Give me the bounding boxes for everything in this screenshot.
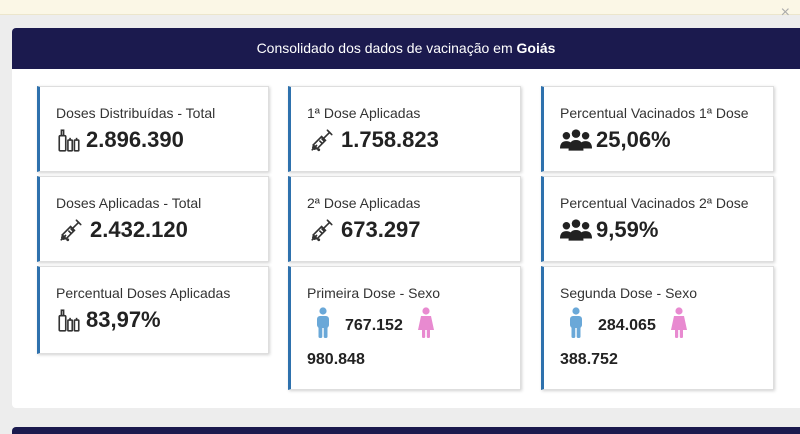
card-doses-distribuidas: Doses Distribuídas - Total 2.896.390 <box>37 86 269 172</box>
people-group-icon <box>560 127 592 153</box>
card-primeira-dose: 1ª Dose Aplicadas 1.758.823 <box>288 86 521 172</box>
percentual-1a-value: 25,06% <box>596 127 671 152</box>
sex-row: 284.065 <box>568 307 688 344</box>
card-value: 2.896.390 <box>56 127 184 153</box>
percentual-aplicadas-value: 83,97% <box>86 307 161 332</box>
card-title: Primeira Dose - Sexo <box>307 285 441 301</box>
card-doses-aplicadas: Doses Aplicadas - Total 2.432.120 <box>37 176 269 262</box>
notification-bar <box>0 0 800 15</box>
card-segunda-dose: 2ª Dose Aplicadas 673.297 <box>288 176 521 262</box>
close-icon[interactable]: × <box>780 4 790 21</box>
card-value: 25,06% <box>560 127 671 153</box>
vial-icon <box>56 307 82 333</box>
next-panel-header <box>12 427 800 434</box>
header-title-state: Goiás <box>516 40 556 56</box>
card-title: Doses Aplicadas - Total <box>56 195 202 211</box>
card-title: 1ª Dose Aplicadas <box>307 105 421 121</box>
male-icon <box>315 307 331 344</box>
syringe-icon <box>307 217 337 243</box>
card-percentual-aplicadas: Percentual Doses Aplicadas 83,97% <box>37 266 269 354</box>
card-value: 83,97% <box>56 307 161 333</box>
card-title: Percentual Vacinados 1ª Dose <box>560 105 749 121</box>
header-title-prefix: Consolidado dos dados de vacinação em <box>256 40 517 56</box>
segunda-dose-value: 673.297 <box>341 217 421 242</box>
female-value: 388.752 <box>560 351 618 368</box>
card-title: 2ª Dose Aplicadas <box>307 195 421 211</box>
syringe-icon <box>307 127 337 153</box>
vaccination-panel: Consolidado dos dados de vacinação em Go… <box>12 28 800 408</box>
card-value: 9,59% <box>560 217 658 243</box>
female-icon <box>670 307 688 344</box>
card-value: 673.297 <box>307 217 421 243</box>
male-icon <box>568 307 584 344</box>
female-icon <box>417 307 435 344</box>
syringe-icon <box>56 217 86 243</box>
male-value: 284.065 <box>598 316 656 334</box>
male-value: 767.152 <box>345 316 403 334</box>
doses-aplicadas-value: 2.432.120 <box>90 217 188 242</box>
sex-row: 767.152 <box>315 307 435 344</box>
female-value: 980.848 <box>307 351 365 368</box>
card-title: Segunda Dose - Sexo <box>560 285 697 301</box>
panel-header: Consolidado dos dados de vacinação em Go… <box>12 28 800 69</box>
people-group-icon <box>560 217 592 243</box>
card-value: 2.432.120 <box>56 217 188 243</box>
percentual-2a-value: 9,59% <box>596 217 659 242</box>
card-value: 1.758.823 <box>307 127 439 153</box>
doses-distribuidas-value: 2.896.390 <box>86 127 184 152</box>
card-percentual-2a-dose: Percentual Vacinados 2ª Dose 9,59% <box>541 176 774 262</box>
card-title: Doses Distribuídas - Total <box>56 105 216 121</box>
primeira-dose-value: 1.758.823 <box>341 127 439 152</box>
card-primeira-dose-sexo: Primeira Dose - Sexo 767.152 980.848 <box>288 266 521 390</box>
card-segunda-dose-sexo: Segunda Dose - Sexo 284.065 388.752 <box>541 266 774 390</box>
card-title: Percentual Doses Aplicadas <box>56 285 231 301</box>
vial-icon <box>56 127 82 153</box>
card-percentual-1a-dose: Percentual Vacinados 1ª Dose 25,06% <box>541 86 774 172</box>
card-title: Percentual Vacinados 2ª Dose <box>560 195 749 211</box>
